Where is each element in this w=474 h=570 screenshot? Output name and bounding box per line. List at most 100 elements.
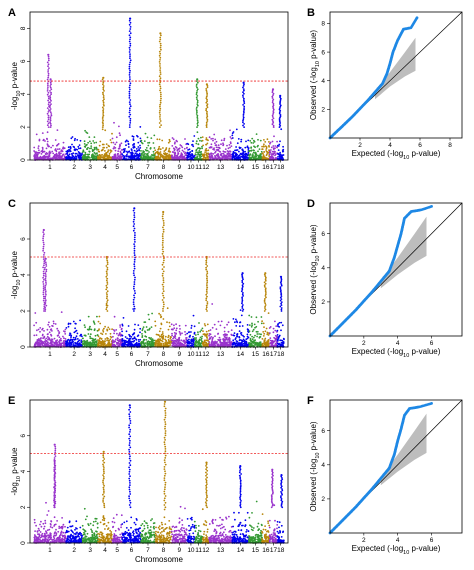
snp-point [266, 151, 269, 154]
snp-point [178, 330, 181, 333]
snp-point [114, 338, 117, 341]
snp-point [130, 156, 133, 159]
peak-point [105, 284, 108, 287]
peak-point [272, 98, 275, 101]
snp-point [221, 152, 223, 155]
snp-point [205, 147, 208, 150]
snp-point [58, 155, 61, 158]
peak-point [132, 209, 135, 212]
snp-point [161, 139, 164, 142]
snp-point [68, 149, 71, 152]
snp-point [136, 153, 138, 155]
snp-point [73, 331, 76, 334]
snp-point [51, 325, 54, 327]
peak-point [42, 249, 44, 252]
peak-point [47, 59, 50, 62]
peak-point [161, 263, 164, 266]
peak-point [272, 92, 275, 95]
peak-point [44, 275, 47, 278]
snp-point [187, 340, 190, 343]
peak-point [132, 270, 135, 272]
snp-point [232, 339, 235, 342]
snp-point [182, 150, 185, 153]
peak-point [133, 245, 136, 248]
snp-point [217, 146, 220, 149]
snp-point [56, 129, 59, 132]
snp-point [241, 148, 244, 151]
snp-point [101, 143, 104, 146]
peak-point [159, 116, 161, 118]
snp-point [276, 144, 279, 147]
snp-point [68, 150, 70, 153]
peak-point [133, 285, 135, 288]
snp-point [71, 156, 74, 159]
snp-point [95, 152, 98, 155]
snp-point [114, 156, 116, 159]
snp-point [48, 331, 51, 334]
snp-point [96, 334, 99, 336]
snp-point [48, 345, 51, 347]
peak-point [128, 92, 131, 95]
snp-point [98, 344, 101, 347]
snp-point [161, 338, 164, 340]
snp-point [173, 148, 176, 151]
snp-point [278, 153, 281, 156]
snp-point [277, 337, 280, 339]
x-tick-label: 16 [262, 164, 270, 171]
snp-point [229, 153, 232, 156]
peak-point [129, 59, 132, 62]
peak-point [279, 100, 282, 103]
snp-point [226, 323, 229, 326]
snp-point [254, 326, 256, 329]
snp-point [109, 151, 112, 154]
snp-point [235, 318, 237, 321]
snp-point [149, 156, 152, 159]
peak-point [242, 282, 245, 285]
snp-point [42, 157, 45, 159]
peak-point [44, 259, 46, 262]
peak-point [278, 118, 281, 120]
snp-point [247, 147, 250, 150]
peak-point [128, 40, 131, 43]
peak-point [162, 239, 164, 242]
snp-point [124, 148, 126, 150]
peak-point [49, 86, 52, 89]
snp-point [93, 321, 95, 324]
peak-point [47, 111, 50, 113]
snp-point [230, 329, 233, 331]
peak-point [102, 122, 104, 125]
snp-point [123, 341, 126, 344]
snp-point [160, 343, 163, 345]
snp-point [160, 323, 163, 326]
qq-point [415, 16, 419, 20]
snp-point [168, 325, 171, 328]
peak-point [42, 274, 45, 277]
snp-point [115, 136, 118, 139]
snp-point [208, 153, 211, 156]
snp-point [229, 146, 231, 149]
peak-point [49, 95, 51, 97]
peak-point [159, 109, 161, 112]
snp-point [124, 158, 127, 160]
peak-point [196, 101, 199, 104]
snp-point [183, 147, 186, 150]
peak-point [205, 95, 208, 98]
peak-point [205, 297, 208, 300]
snp-point [218, 336, 221, 339]
snp-point [133, 142, 136, 145]
snp-point [130, 344, 133, 347]
snp-point [142, 328, 144, 330]
peak-point [195, 93, 198, 96]
snp-point [195, 140, 198, 143]
snp-point [126, 152, 129, 154]
snp-point [104, 340, 106, 342]
peak-point [133, 223, 136, 225]
peak-point [205, 268, 208, 271]
peak-point [44, 306, 46, 309]
snp-point [98, 337, 101, 340]
peak-point [46, 88, 49, 90]
snp-point [272, 145, 275, 147]
snp-point [211, 340, 214, 343]
snp-point [45, 337, 48, 340]
snp-point [220, 139, 223, 142]
